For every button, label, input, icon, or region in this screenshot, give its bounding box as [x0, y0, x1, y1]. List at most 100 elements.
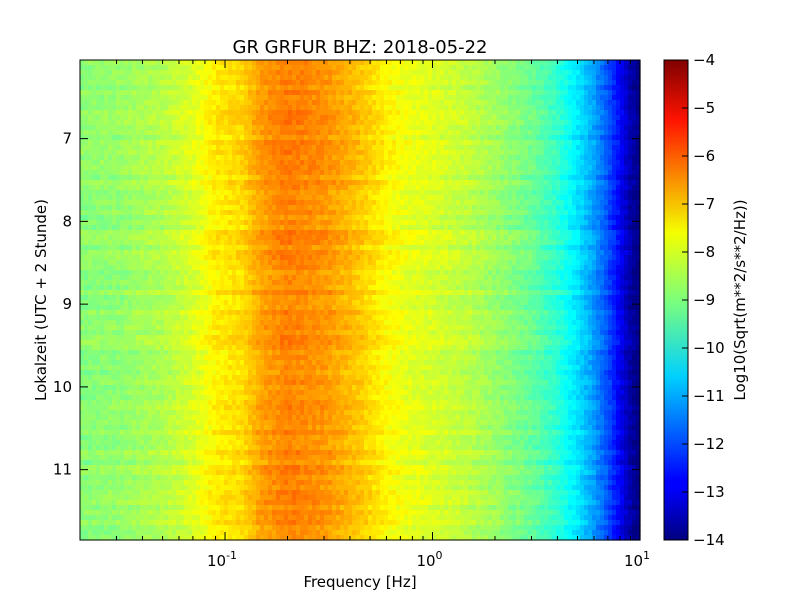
heatmap-cell	[172, 105, 177, 111]
heatmap-cell	[212, 200, 217, 206]
heatmap-cell	[96, 140, 101, 146]
heatmap-cell	[396, 155, 401, 161]
heatmap-cell	[264, 175, 269, 181]
heatmap-cell	[248, 210, 253, 216]
heatmap-cell	[580, 110, 585, 116]
heatmap-cell	[388, 70, 393, 76]
heatmap-cell	[220, 75, 225, 81]
heatmap-cell	[80, 70, 85, 76]
heatmap-cell	[540, 145, 545, 151]
heatmap-cell	[416, 230, 421, 236]
heatmap-cell	[304, 145, 309, 151]
heatmap-cell	[244, 190, 249, 196]
heatmap-cell	[488, 70, 493, 76]
heatmap-cell	[380, 85, 385, 91]
heatmap-cell	[632, 160, 637, 166]
heatmap-cell	[460, 105, 465, 111]
heatmap-cell	[296, 100, 301, 106]
heatmap-cell	[104, 205, 109, 211]
heatmap-cell	[488, 215, 493, 221]
heatmap-cell	[228, 90, 233, 96]
heatmap-cell	[180, 100, 185, 106]
heatmap-cell	[160, 165, 165, 171]
heatmap-cell	[504, 75, 509, 81]
heatmap-cell	[116, 60, 121, 66]
heatmap-cell	[324, 100, 329, 106]
heatmap-cell	[452, 185, 457, 191]
heatmap-cell	[180, 170, 185, 176]
heatmap-cell	[368, 180, 373, 186]
heatmap-cell	[568, 230, 573, 236]
heatmap-cell	[548, 190, 553, 196]
heatmap-cell	[304, 95, 309, 101]
heatmap-cell	[476, 220, 481, 226]
heatmap-cell	[528, 75, 533, 81]
heatmap-cell	[576, 110, 581, 116]
heatmap-cell	[108, 80, 113, 86]
heatmap-cell	[240, 160, 245, 166]
heatmap-cell	[436, 220, 441, 226]
heatmap-cell	[588, 165, 593, 171]
heatmap-cell	[236, 200, 241, 206]
heatmap-cell	[608, 145, 613, 151]
heatmap-cell	[532, 95, 537, 101]
heatmap-cell	[560, 130, 565, 136]
heatmap-cell	[372, 105, 377, 111]
heatmap-cell	[176, 235, 181, 241]
heatmap-cell	[572, 100, 577, 106]
heatmap-cell	[244, 155, 249, 161]
heatmap-cell	[224, 70, 229, 76]
heatmap-cell	[144, 135, 149, 141]
heatmap-cell	[472, 205, 477, 211]
heatmap-cell	[544, 140, 549, 146]
heatmap-cell	[92, 135, 97, 141]
heatmap-cell	[440, 235, 445, 241]
heatmap-cell	[248, 225, 253, 231]
heatmap-cell	[252, 110, 257, 116]
heatmap-cell	[540, 105, 545, 111]
heatmap-cell	[228, 200, 233, 206]
heatmap-cell	[524, 85, 529, 91]
heatmap-cell	[304, 165, 309, 171]
heatmap-cell	[420, 85, 425, 91]
heatmap-cell	[292, 170, 297, 176]
heatmap-cell	[420, 190, 425, 196]
heatmap-cell	[296, 195, 301, 201]
heatmap-cell	[612, 200, 617, 206]
heatmap-cell	[328, 210, 333, 216]
heatmap-cell	[180, 120, 185, 126]
heatmap-cell	[216, 190, 221, 196]
heatmap-cell	[568, 155, 573, 161]
heatmap-cell	[252, 145, 257, 151]
heatmap-cell	[308, 100, 313, 106]
heatmap-cell	[604, 90, 609, 96]
heatmap-cell	[452, 105, 457, 111]
heatmap-cell	[408, 70, 413, 76]
heatmap-cell	[92, 155, 97, 161]
heatmap-cell	[256, 85, 261, 91]
heatmap-cell	[212, 205, 217, 211]
heatmap-cell	[232, 155, 237, 161]
heatmap-cell	[248, 85, 253, 91]
heatmap-cell	[524, 140, 529, 146]
heatmap-cell	[392, 95, 397, 101]
heatmap-cell	[296, 60, 301, 66]
heatmap-cell	[276, 115, 281, 121]
heatmap-cell	[296, 80, 301, 86]
heatmap-cell	[240, 130, 245, 136]
heatmap-cell	[400, 225, 405, 231]
heatmap-cell	[400, 75, 405, 81]
heatmap-cell	[232, 125, 237, 131]
heatmap-cell	[524, 190, 529, 196]
heatmap-cell	[236, 235, 241, 241]
heatmap-cell	[348, 160, 353, 166]
heatmap-cell	[288, 145, 293, 151]
heatmap-cell	[508, 155, 513, 161]
heatmap-cell	[80, 155, 85, 161]
heatmap-cell	[176, 95, 181, 101]
heatmap-cell	[164, 140, 169, 146]
heatmap-cell	[260, 110, 265, 116]
heatmap-cell	[532, 220, 537, 226]
heatmap-cell	[568, 110, 573, 116]
heatmap-cell	[220, 180, 225, 186]
